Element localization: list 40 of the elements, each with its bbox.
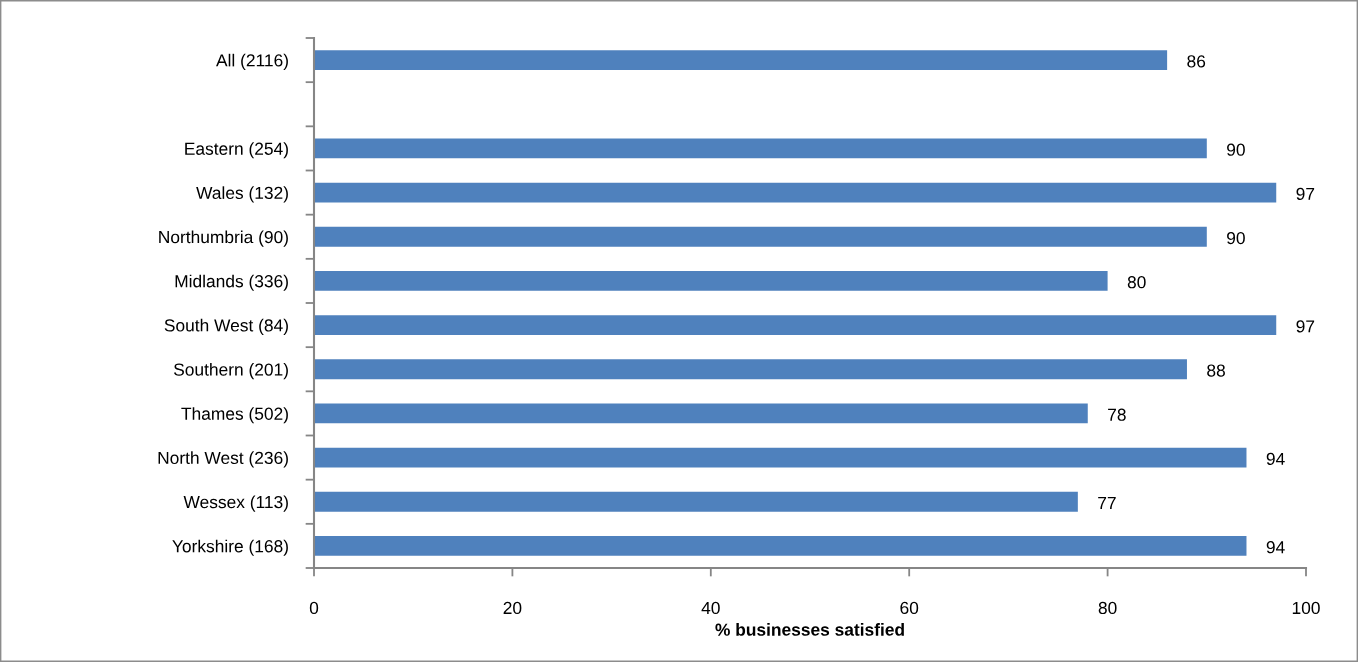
y-tick-label: Eastern (254) bbox=[185, 142, 288, 159]
bar bbox=[314, 226, 1207, 247]
data-label: 86 bbox=[1187, 55, 1206, 68]
x-tick-label: 40 bbox=[701, 601, 720, 615]
y-tick-label: Thames (502) bbox=[181, 407, 288, 424]
y-tick-label: South West (84) bbox=[164, 318, 288, 335]
bar bbox=[314, 315, 1277, 336]
data-label: 88 bbox=[1207, 364, 1225, 377]
data-label: 97 bbox=[1296, 187, 1315, 201]
bar bbox=[314, 447, 1247, 468]
x-tick-label: 20 bbox=[503, 601, 522, 615]
y-tick-label: Northumbria (90) bbox=[159, 230, 288, 247]
x-tick-label: 0 bbox=[309, 601, 319, 615]
y-tick-label: Yorkshire (168) bbox=[172, 539, 288, 556]
y-tick-label: Southern (201) bbox=[173, 362, 288, 380]
bar bbox=[314, 403, 1088, 424]
data-label: 77 bbox=[1098, 497, 1116, 510]
data-label: 94 bbox=[1266, 452, 1285, 466]
y-tick-label: Wessex (113) bbox=[183, 495, 288, 512]
data-label: 78 bbox=[1108, 408, 1126, 421]
data-label: 97 bbox=[1296, 320, 1315, 333]
bar bbox=[314, 182, 1277, 203]
bar bbox=[314, 270, 1108, 291]
y-tick-label: Midlands (336) bbox=[175, 274, 288, 291]
bar bbox=[314, 491, 1078, 512]
y-tick-label: North West (236) bbox=[158, 451, 288, 468]
bar bbox=[314, 359, 1187, 380]
bar bbox=[314, 50, 1168, 71]
data-label: 94 bbox=[1266, 541, 1285, 554]
x-tick-label: 100 bbox=[1292, 601, 1320, 615]
data-label: 90 bbox=[1227, 143, 1245, 156]
bar bbox=[314, 138, 1207, 159]
x-tick-label: 60 bbox=[900, 601, 919, 615]
x-tick-label: 80 bbox=[1098, 601, 1117, 615]
y-tick-label: All (2116) bbox=[216, 53, 288, 70]
data-label: 90 bbox=[1227, 231, 1245, 245]
data-label: 80 bbox=[1127, 276, 1146, 289]
bar bbox=[314, 535, 1247, 556]
y-tick-label: Wales (132) bbox=[196, 186, 288, 203]
x-axis-title: % businesses satisfied bbox=[715, 623, 904, 636]
